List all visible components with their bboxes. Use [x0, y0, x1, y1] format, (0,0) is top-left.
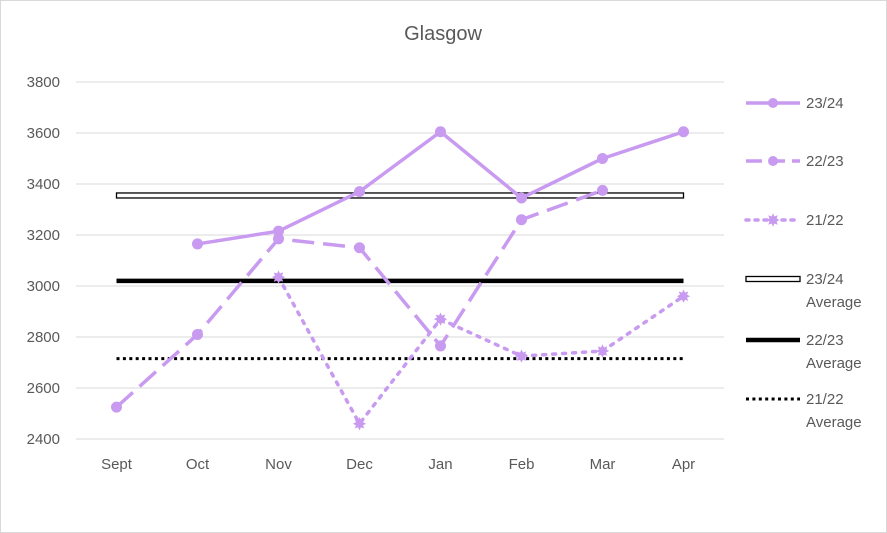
gridlines: [76, 81, 724, 440]
legend-item: 22/23 Average: [746, 332, 862, 372]
legend-label: 21/22: [806, 212, 844, 229]
legend-label-line2: Average: [806, 355, 862, 372]
data-point: [352, 417, 367, 431]
y-tick-label: 3800: [27, 74, 60, 91]
y-tick-label: 3600: [27, 125, 60, 142]
legend-item: 21/22 Average: [746, 391, 862, 431]
data-point: [678, 126, 689, 138]
x-tick-label: Sept: [101, 456, 133, 473]
legend-label: 22/23: [806, 153, 844, 170]
data-point: [192, 238, 203, 250]
legend-item: 23/24 Average: [745, 271, 862, 311]
y-tick-label: 2600: [27, 380, 60, 397]
y-tick-label: 2800: [27, 329, 60, 346]
data-series: [111, 126, 691, 431]
y-tick-label: 3200: [27, 227, 60, 244]
legend-label: 22/23: [806, 332, 844, 349]
legend-item: 21/22: [744, 212, 844, 229]
data-point: [597, 153, 608, 164]
x-tick-label: Dec: [346, 456, 373, 473]
legend-item: 23/24: [746, 95, 844, 112]
legend-label-line2: Average: [806, 414, 862, 431]
x-tick-label: Mar: [590, 456, 616, 473]
data-point: [597, 184, 608, 196]
y-tick-label: 3400: [27, 176, 60, 193]
legend: 23/2422/2321/2223/24Average22/23Average2…: [744, 95, 862, 431]
legend-label-line2: Average: [806, 294, 862, 311]
average-line-23-24: [115, 192, 685, 199]
x-axis: Sept Oct Nov Dec Jan Feb Mar Apr: [101, 456, 695, 473]
data-point: [595, 344, 610, 358]
data-point: [676, 289, 691, 303]
series-line-1: [115, 188, 604, 409]
data-point: [273, 233, 284, 245]
data-point: [111, 401, 122, 413]
data-point: [354, 186, 365, 198]
data-point: [766, 213, 780, 227]
x-tick-label: Nov: [265, 456, 292, 473]
legend-marker: [768, 156, 778, 166]
legend-label: 21/22: [806, 391, 844, 408]
x-tick-label: Oct: [186, 456, 210, 473]
data-point: [271, 270, 286, 284]
data-point: [516, 192, 527, 204]
chart-title: Glasgow: [404, 23, 482, 45]
legend-label: 23/24: [806, 271, 844, 288]
data-point: [354, 242, 365, 254]
y-axis: 2400 2600 2800 3000 3200 3400 3600 3800: [27, 74, 60, 448]
legend-swatch: [745, 275, 801, 283]
x-tick-label: Apr: [672, 456, 695, 473]
data-point: [433, 312, 448, 326]
y-tick-label: 3000: [27, 278, 60, 295]
data-point: [192, 328, 203, 340]
x-tick-label: Jan: [428, 456, 452, 473]
legend-item: 22/23: [746, 153, 844, 170]
average-lines: [115, 192, 685, 361]
data-point: [516, 214, 527, 226]
series-line-0: [197, 129, 685, 246]
legend-label: 23/24: [806, 95, 844, 112]
data-point: [514, 349, 529, 363]
y-tick-label: 2400: [27, 431, 60, 448]
series-line-2: [276, 275, 686, 426]
legend-marker: [768, 98, 778, 108]
data-point: [435, 340, 446, 352]
data-point: [435, 126, 446, 138]
x-tick-label: Feb: [509, 456, 535, 473]
